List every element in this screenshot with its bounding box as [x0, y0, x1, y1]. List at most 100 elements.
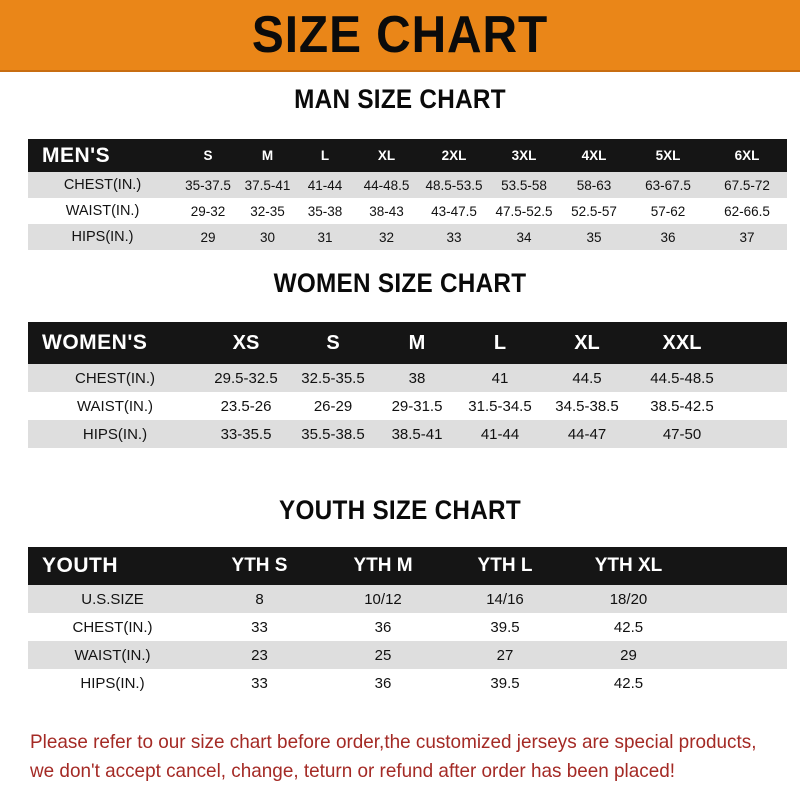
youth-waist-s: 23	[197, 641, 322, 669]
youth-col-s: YTH S	[197, 547, 322, 585]
men-hips-s: 29	[177, 224, 239, 250]
men-chest-xl: 44-48.5	[354, 172, 419, 198]
women-waist-m: 29-31.5	[376, 392, 458, 420]
women-col-s: S	[290, 322, 376, 364]
women-hips-xs: 33-35.5	[202, 420, 290, 448]
men-size-table: MEN'S S M L XL 2XL 3XL 4XL 5XL 6XL CHEST…	[28, 139, 787, 250]
women-chest-xs: 29.5-32.5	[202, 364, 290, 392]
youth-col-l: YTH L	[444, 547, 566, 585]
youth-row-label-chest: CHEST(IN.)	[28, 613, 197, 641]
table-row: HIPS(IN.) 33-35.5 35.5-38.5 38.5-41 41-4…	[28, 420, 787, 448]
women-chest-m: 38	[376, 364, 458, 392]
table-header-row: WOMEN'S XS S M L XL XXL	[28, 322, 787, 364]
men-col-s: S	[177, 139, 239, 172]
women-chest-xxl: 44.5-48.5	[632, 364, 732, 392]
men-hips-m: 30	[239, 224, 296, 250]
youth-hips-m: 36	[322, 669, 444, 697]
men-col-3xl: 3XL	[489, 139, 559, 172]
youth-hips-l: 39.5	[444, 669, 566, 697]
women-chest-spacer	[732, 364, 787, 392]
men-chart-block: MEN'S S M L XL 2XL 3XL 4XL 5XL 6XL CHEST…	[28, 139, 787, 250]
youth-hips-spacer	[691, 669, 787, 697]
youth-ussize-spacer	[691, 585, 787, 613]
men-hips-5xl: 36	[629, 224, 707, 250]
youth-table-body: U.S.SIZE 8 10/12 14/16 18/20 CHEST(IN.) …	[28, 585, 787, 697]
men-row-label-chest: CHEST(IN.)	[28, 172, 177, 198]
women-row-label-hips: HIPS(IN.)	[28, 420, 202, 448]
youth-chest-xl: 42.5	[566, 613, 691, 641]
footer-disclaimer: Please refer to our size chart before or…	[30, 728, 756, 786]
women-table-header: WOMEN'S XS S M L XL XXL	[28, 322, 787, 364]
youth-col-spacer	[691, 547, 787, 585]
men-table-body: CHEST(IN.) 35-37.5 37.5-41 41-44 44-48.5…	[28, 172, 787, 250]
men-chest-s: 35-37.5	[177, 172, 239, 198]
women-waist-l: 31.5-34.5	[458, 392, 542, 420]
men-table-header: MEN'S S M L XL 2XL 3XL 4XL 5XL 6XL	[28, 139, 787, 172]
men-hips-6xl: 37	[707, 224, 787, 250]
youth-chart-block: YOUTH YTH S YTH M YTH L YTH XL U.S.SIZE …	[28, 547, 787, 697]
table-header-row: MEN'S S M L XL 2XL 3XL 4XL 5XL 6XL	[28, 139, 787, 172]
women-hips-spacer	[732, 420, 787, 448]
women-col-xl: XL	[542, 322, 632, 364]
youth-hips-s: 33	[197, 669, 322, 697]
men-col-5xl: 5XL	[629, 139, 707, 172]
women-header-label: WOMEN'S	[28, 322, 202, 364]
youth-row-label-ussize: U.S.SIZE	[28, 585, 197, 613]
women-chest-xl: 44.5	[542, 364, 632, 392]
men-hips-l: 31	[296, 224, 354, 250]
youth-waist-l: 27	[444, 641, 566, 669]
men-row-label-hips: HIPS(IN.)	[28, 224, 177, 250]
men-chest-6xl: 67.5-72	[707, 172, 787, 198]
youth-ussize-s: 8	[197, 585, 322, 613]
women-col-xs: XS	[202, 322, 290, 364]
youth-row-label-hips: HIPS(IN.)	[28, 669, 197, 697]
women-size-table: WOMEN'S XS S M L XL XXL CHEST(IN.) 29.5-…	[28, 322, 787, 448]
men-chest-3xl: 53.5-58	[489, 172, 559, 198]
women-waist-xs: 23.5-26	[202, 392, 290, 420]
men-hips-4xl: 35	[559, 224, 629, 250]
table-row: CHEST(IN.) 33 36 39.5 42.5	[28, 613, 787, 641]
youth-ussize-l: 14/16	[444, 585, 566, 613]
table-row: HIPS(IN.) 29 30 31 32 33 34 35 36 37	[28, 224, 787, 250]
table-row: U.S.SIZE 8 10/12 14/16 18/20	[28, 585, 787, 613]
youth-header-label: YOUTH	[28, 547, 197, 585]
women-waist-spacer	[732, 392, 787, 420]
women-col-spacer	[732, 322, 787, 364]
table-row: WAIST(IN.) 23.5-26 26-29 29-31.5 31.5-34…	[28, 392, 787, 420]
women-hips-xl: 44-47	[542, 420, 632, 448]
youth-ussize-m: 10/12	[322, 585, 444, 613]
youth-col-m: YTH M	[322, 547, 444, 585]
men-waist-2xl: 43-47.5	[419, 198, 489, 224]
women-section-title: WOMEN SIZE CHART	[273, 268, 527, 298]
men-waist-l: 35-38	[296, 198, 354, 224]
page-banner: SIZE CHART	[0, 0, 800, 72]
youth-section-title: YOUTH SIZE CHART	[279, 495, 521, 525]
youth-waist-m: 25	[322, 641, 444, 669]
men-header-label: MEN'S	[28, 139, 177, 172]
men-chest-5xl: 63-67.5	[629, 172, 707, 198]
men-hips-3xl: 34	[489, 224, 559, 250]
youth-ussize-xl: 18/20	[566, 585, 691, 613]
women-waist-s: 26-29	[290, 392, 376, 420]
table-row: WAIST(IN.) 29-32 32-35 35-38 38-43 43-47…	[28, 198, 787, 224]
men-waist-m: 32-35	[239, 198, 296, 224]
women-waist-xl: 34.5-38.5	[542, 392, 632, 420]
men-waist-xl: 38-43	[354, 198, 419, 224]
table-row: CHEST(IN.) 35-37.5 37.5-41 41-44 44-48.5…	[28, 172, 787, 198]
men-waist-3xl: 47.5-52.5	[489, 198, 559, 224]
table-row: WAIST(IN.) 23 25 27 29	[28, 641, 787, 669]
men-waist-4xl: 52.5-57	[559, 198, 629, 224]
men-waist-s: 29-32	[177, 198, 239, 224]
women-hips-s: 35.5-38.5	[290, 420, 376, 448]
table-row: CHEST(IN.) 29.5-32.5 32.5-35.5 38 41 44.…	[28, 364, 787, 392]
men-chest-2xl: 48.5-53.5	[419, 172, 489, 198]
men-col-6xl: 6XL	[707, 139, 787, 172]
men-col-2xl: 2XL	[419, 139, 489, 172]
men-col-4xl: 4XL	[559, 139, 629, 172]
men-col-l: L	[296, 139, 354, 172]
men-waist-5xl: 57-62	[629, 198, 707, 224]
youth-waist-xl: 29	[566, 641, 691, 669]
men-row-label-waist: WAIST(IN.)	[28, 198, 177, 224]
women-chest-l: 41	[458, 364, 542, 392]
women-col-l: L	[458, 322, 542, 364]
